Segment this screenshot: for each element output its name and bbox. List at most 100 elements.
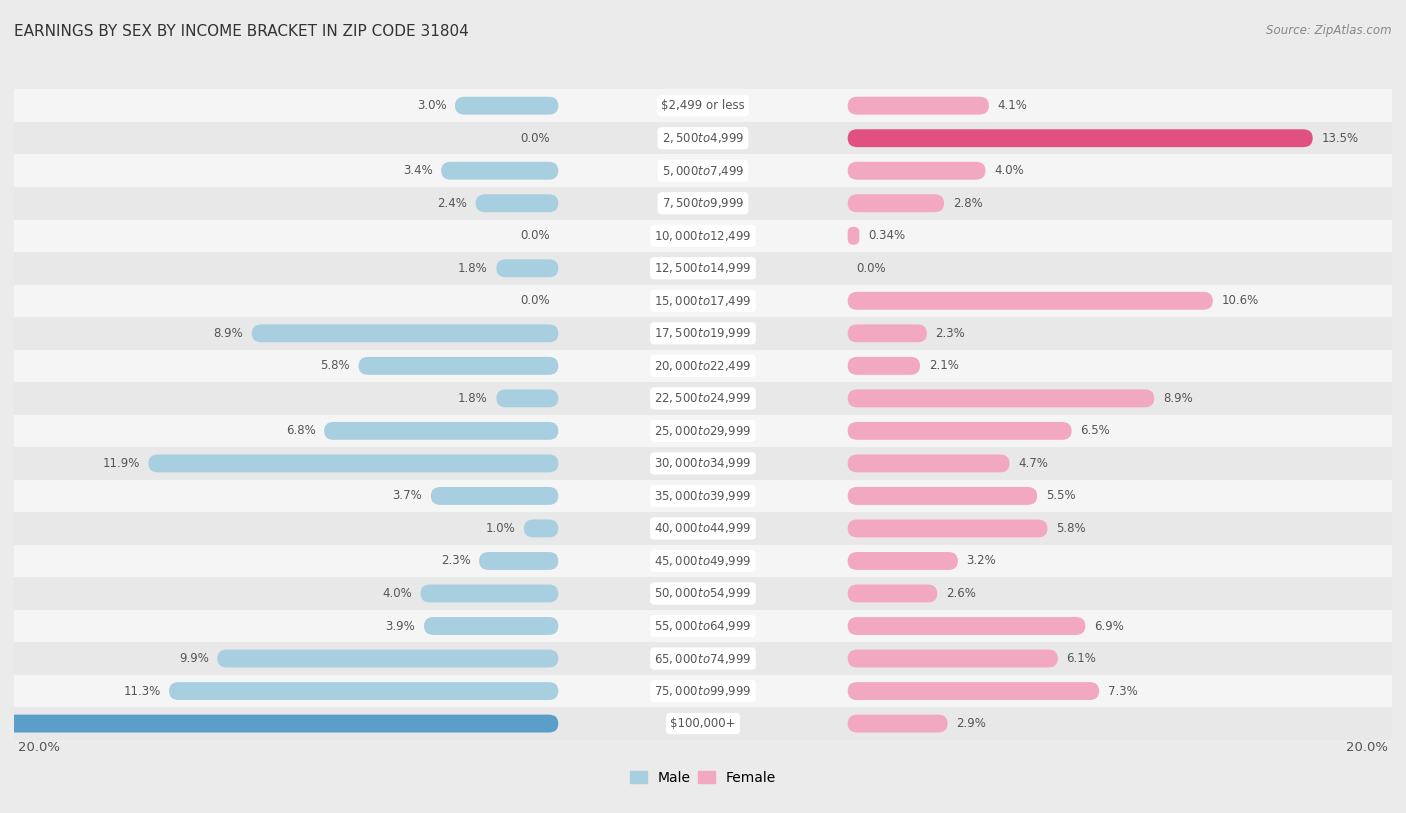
Text: 20.0%: 20.0% (1347, 741, 1389, 754)
Text: $5,000 to $7,499: $5,000 to $7,499 (662, 163, 744, 178)
Text: Source: ZipAtlas.com: Source: ZipAtlas.com (1267, 24, 1392, 37)
FancyBboxPatch shape (14, 642, 1392, 675)
Text: 3.2%: 3.2% (966, 554, 997, 567)
Text: $25,000 to $29,999: $25,000 to $29,999 (654, 424, 752, 438)
FancyBboxPatch shape (848, 97, 988, 115)
Text: 5.5%: 5.5% (1046, 489, 1076, 502)
Text: 0.0%: 0.0% (856, 262, 886, 275)
FancyBboxPatch shape (848, 357, 920, 375)
Text: 4.7%: 4.7% (1018, 457, 1047, 470)
Text: 2.1%: 2.1% (928, 359, 959, 372)
Text: 1.8%: 1.8% (458, 262, 488, 275)
Text: $30,000 to $34,999: $30,000 to $34,999 (654, 456, 752, 471)
Text: 13.5%: 13.5% (1322, 132, 1358, 145)
Text: 6.8%: 6.8% (285, 424, 315, 437)
FancyBboxPatch shape (848, 487, 1038, 505)
Text: 8.9%: 8.9% (1163, 392, 1192, 405)
Text: 2.3%: 2.3% (440, 554, 471, 567)
FancyBboxPatch shape (14, 317, 1392, 350)
FancyBboxPatch shape (14, 577, 1392, 610)
FancyBboxPatch shape (848, 682, 1099, 700)
FancyBboxPatch shape (441, 162, 558, 180)
FancyBboxPatch shape (14, 415, 1392, 447)
Text: 3.0%: 3.0% (416, 99, 446, 112)
Text: $100,000+: $100,000+ (671, 717, 735, 730)
FancyBboxPatch shape (496, 259, 558, 277)
Text: 2.3%: 2.3% (935, 327, 966, 340)
Text: 3.9%: 3.9% (385, 620, 415, 633)
FancyBboxPatch shape (848, 292, 1213, 310)
FancyBboxPatch shape (420, 585, 558, 602)
FancyBboxPatch shape (848, 129, 1313, 147)
Text: 1.0%: 1.0% (485, 522, 515, 535)
FancyBboxPatch shape (475, 194, 558, 212)
Text: 6.1%: 6.1% (1066, 652, 1097, 665)
FancyBboxPatch shape (524, 520, 558, 537)
FancyBboxPatch shape (0, 715, 558, 733)
FancyBboxPatch shape (14, 610, 1392, 642)
Text: $12,500 to $14,999: $12,500 to $14,999 (654, 261, 752, 276)
Text: $20,000 to $22,499: $20,000 to $22,499 (654, 359, 752, 373)
Text: $17,500 to $19,999: $17,500 to $19,999 (654, 326, 752, 341)
FancyBboxPatch shape (848, 454, 1010, 472)
Text: 7.3%: 7.3% (1108, 685, 1137, 698)
Text: 11.9%: 11.9% (103, 457, 139, 470)
Text: 2.4%: 2.4% (437, 197, 467, 210)
Text: 0.34%: 0.34% (868, 229, 905, 242)
FancyBboxPatch shape (14, 122, 1392, 154)
Text: 5.8%: 5.8% (1056, 522, 1085, 535)
Text: 0.0%: 0.0% (520, 229, 550, 242)
FancyBboxPatch shape (848, 194, 945, 212)
Text: $45,000 to $49,999: $45,000 to $49,999 (654, 554, 752, 568)
Text: 1.8%: 1.8% (458, 392, 488, 405)
Text: 8.9%: 8.9% (214, 327, 243, 340)
Text: EARNINGS BY SEX BY INCOME BRACKET IN ZIP CODE 31804: EARNINGS BY SEX BY INCOME BRACKET IN ZIP… (14, 24, 468, 39)
FancyBboxPatch shape (149, 454, 558, 472)
FancyBboxPatch shape (14, 220, 1392, 252)
Text: 6.9%: 6.9% (1094, 620, 1123, 633)
FancyBboxPatch shape (218, 650, 558, 667)
FancyBboxPatch shape (848, 162, 986, 180)
FancyBboxPatch shape (848, 227, 859, 245)
FancyBboxPatch shape (848, 389, 1154, 407)
Text: $55,000 to $64,999: $55,000 to $64,999 (654, 619, 752, 633)
FancyBboxPatch shape (14, 187, 1392, 220)
Text: $2,499 or less: $2,499 or less (661, 99, 745, 112)
Text: $15,000 to $17,499: $15,000 to $17,499 (654, 293, 752, 308)
FancyBboxPatch shape (14, 382, 1392, 415)
FancyBboxPatch shape (14, 252, 1392, 285)
FancyBboxPatch shape (14, 480, 1392, 512)
FancyBboxPatch shape (848, 617, 1085, 635)
FancyBboxPatch shape (848, 520, 1047, 537)
Text: $10,000 to $12,499: $10,000 to $12,499 (654, 228, 752, 243)
FancyBboxPatch shape (323, 422, 558, 440)
Text: $65,000 to $74,999: $65,000 to $74,999 (654, 651, 752, 666)
Text: $50,000 to $54,999: $50,000 to $54,999 (654, 586, 752, 601)
FancyBboxPatch shape (848, 552, 957, 570)
FancyBboxPatch shape (169, 682, 558, 700)
FancyBboxPatch shape (14, 545, 1392, 577)
Text: $40,000 to $44,999: $40,000 to $44,999 (654, 521, 752, 536)
FancyBboxPatch shape (848, 324, 927, 342)
Text: 20.0%: 20.0% (17, 741, 59, 754)
FancyBboxPatch shape (848, 422, 1071, 440)
Text: $35,000 to $39,999: $35,000 to $39,999 (654, 489, 752, 503)
Text: 10.6%: 10.6% (1222, 294, 1258, 307)
Text: $75,000 to $99,999: $75,000 to $99,999 (654, 684, 752, 698)
FancyBboxPatch shape (430, 487, 558, 505)
FancyBboxPatch shape (848, 585, 938, 602)
FancyBboxPatch shape (14, 675, 1392, 707)
FancyBboxPatch shape (359, 357, 558, 375)
Text: 4.0%: 4.0% (994, 164, 1024, 177)
Text: $2,500 to $4,999: $2,500 to $4,999 (662, 131, 744, 146)
Legend: Male, Female: Male, Female (624, 765, 782, 790)
Text: 6.5%: 6.5% (1080, 424, 1109, 437)
FancyBboxPatch shape (14, 285, 1392, 317)
FancyBboxPatch shape (14, 447, 1392, 480)
Text: $22,500 to $24,999: $22,500 to $24,999 (654, 391, 752, 406)
Text: 2.9%: 2.9% (956, 717, 986, 730)
FancyBboxPatch shape (14, 350, 1392, 382)
FancyBboxPatch shape (848, 715, 948, 733)
Text: 4.1%: 4.1% (997, 99, 1028, 112)
Text: 4.0%: 4.0% (382, 587, 412, 600)
